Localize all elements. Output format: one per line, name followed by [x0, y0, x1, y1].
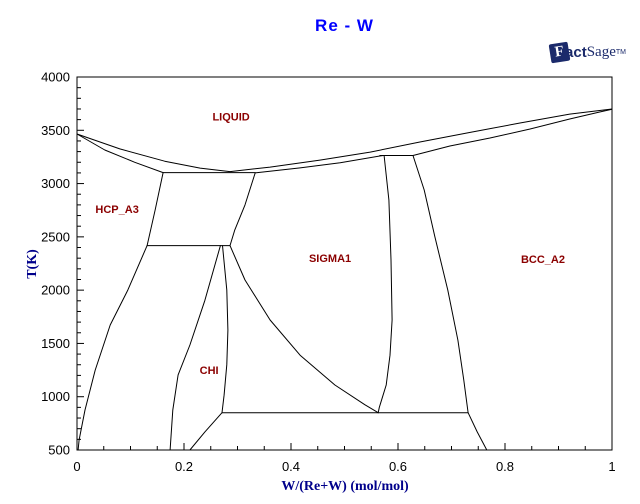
x-tick-label: 0	[73, 459, 80, 474]
y-tick-label: 2500	[41, 229, 70, 244]
x-tick-label: 0.6	[389, 459, 407, 474]
region-label-chi: CHI	[200, 365, 219, 377]
y-axis-title: T(K)	[25, 249, 40, 279]
boundary-chi-right-below-850K	[189, 412, 223, 451]
boundary-sigma-left	[229, 245, 379, 414]
boundary-sigma-right	[377, 155, 393, 414]
region-label-sigma1: SIGMA1	[309, 253, 351, 265]
logo-text-act: act	[565, 43, 587, 61]
region-label-liquid: LIQUID	[212, 111, 249, 123]
logo-text-sage: Sage	[586, 43, 616, 60]
logo-trademark: TM	[615, 48, 626, 56]
y-tick-label: 1000	[41, 389, 70, 404]
y-tick-label: 2000	[41, 283, 70, 298]
y-tick-label: 500	[48, 443, 70, 458]
x-tick-label: 0.8	[496, 459, 514, 474]
boundary-sigma-upper	[254, 155, 384, 174]
y-tick-label: 3000	[41, 176, 70, 191]
region-label-hcp_a3: HCP_A3	[95, 204, 138, 216]
boundary-hcp-right	[146, 172, 164, 247]
plot-content: 0 0.2 0.4 0.6 0.8 150010001500200025003000350…	[41, 70, 616, 475]
x-tick-label: 0.4	[282, 459, 300, 474]
boundary-bcc-solidus	[412, 108, 613, 156]
boundary-chi-right	[221, 245, 229, 414]
x-tick-label: 1	[608, 459, 615, 474]
y-tick-label: 3500	[41, 123, 70, 138]
x-axis-title: W/(Re+W) (mol/mol)	[281, 479, 409, 494]
boundary-bcc-solvus	[412, 155, 469, 414]
x-tick-label: 0.2	[175, 459, 193, 474]
region-label-bcc_a2: BCC_A2	[521, 254, 565, 266]
boundary-liquidus	[76, 108, 613, 173]
chart-title: Re - W	[315, 16, 374, 35]
boundary-hcp-solvus	[77, 245, 148, 451]
boundary-chi-left	[169, 245, 221, 451]
boundary-bcc-solvus-below-850K	[467, 412, 488, 451]
y-tick-label: 1500	[41, 336, 70, 351]
boundary-sigma-left-upper	[229, 172, 256, 247]
y-tick-label: 4000	[41, 70, 70, 85]
boundary-hcp-solidus	[76, 133, 164, 174]
